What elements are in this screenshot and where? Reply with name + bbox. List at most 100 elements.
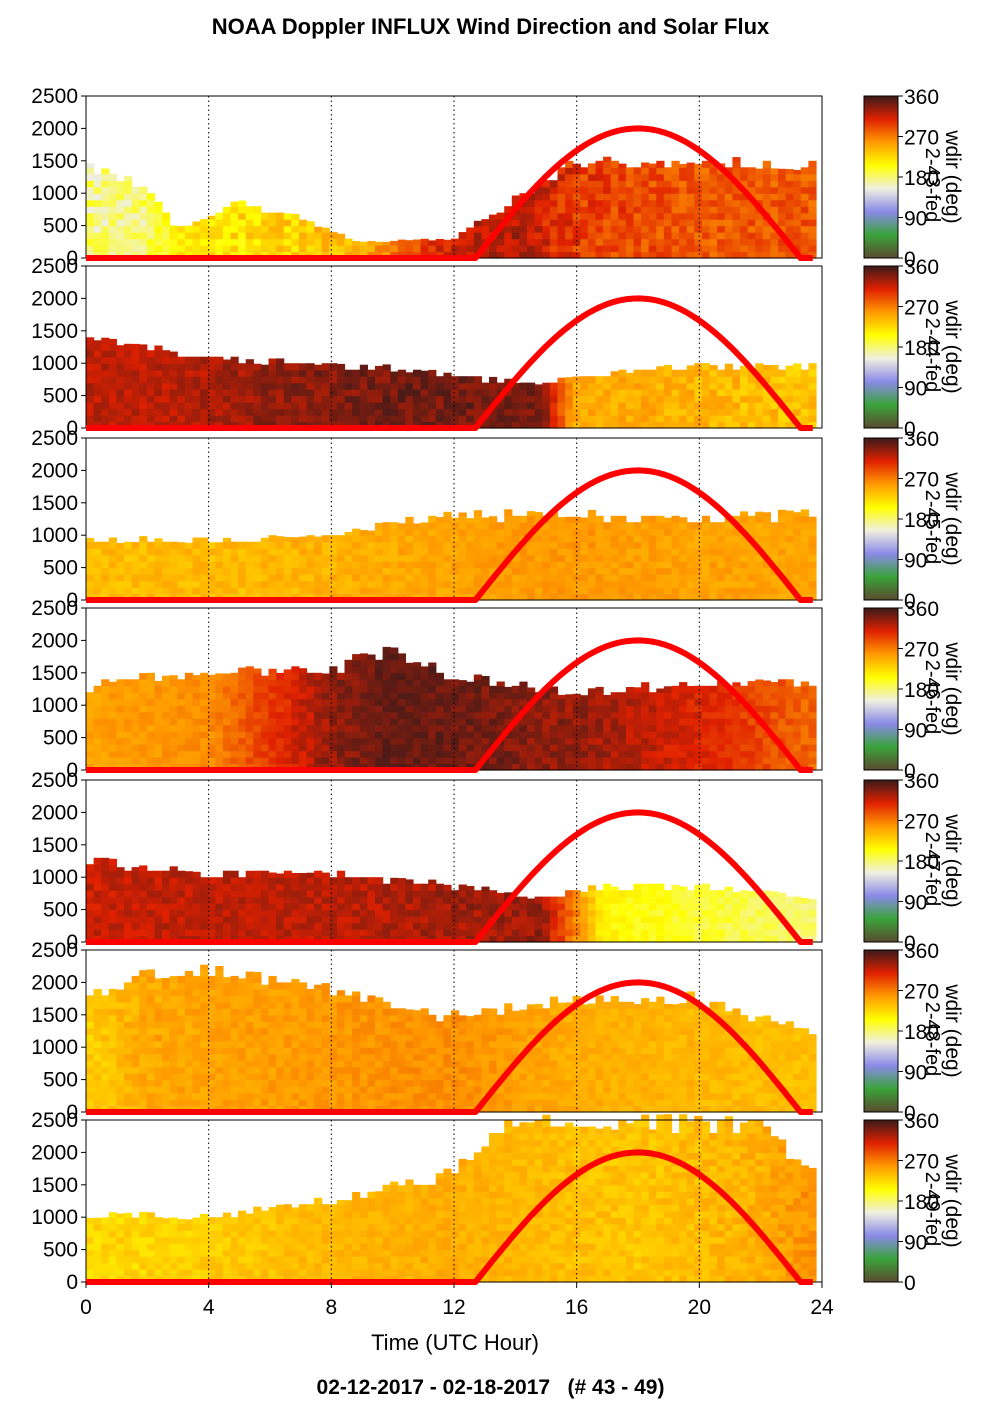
heatmap-cell [717, 554, 726, 562]
heatmap-cell [641, 561, 650, 569]
heatmap-cell [778, 376, 787, 384]
heatmap-cell [549, 415, 559, 423]
heatmap-cell [139, 536, 148, 543]
heatmap-cell [215, 567, 224, 575]
heatmap-cell [139, 369, 148, 377]
heatmap-cell [610, 515, 619, 523]
heatmap-cell [93, 711, 102, 719]
heatmap-cell [291, 541, 300, 549]
heatmap-cell [641, 206, 650, 214]
heatmap-cell [184, 692, 194, 700]
heatmap-cell [648, 724, 657, 732]
heatmap-cell [245, 382, 254, 390]
heatmap-cell [314, 705, 323, 713]
heatmap-cell [724, 548, 733, 556]
heatmap-cell [375, 883, 384, 891]
heatmap-cell [375, 574, 384, 582]
heatmap-cell [215, 580, 224, 588]
heatmap-cell [755, 587, 764, 595]
heatmap-cell [200, 363, 209, 371]
heatmap-cell [298, 737, 308, 745]
heatmap-cell [701, 528, 711, 536]
heatmap-cell [314, 903, 323, 911]
heatmap-cell [633, 705, 642, 713]
heatmap-cell [770, 193, 779, 201]
heatmap-cell [633, 731, 642, 739]
heatmap-cell [458, 580, 467, 588]
heatmap-cell [663, 199, 673, 207]
heatmap-cell [808, 685, 817, 693]
heatmap-cell [420, 666, 429, 674]
heatmap-cell [306, 705, 315, 713]
heatmap-cell [625, 757, 635, 765]
heatmap-cell [785, 376, 794, 384]
heatmap-cell [390, 402, 399, 410]
heatmap-cell [116, 389, 125, 397]
heatmap-cell [146, 718, 155, 726]
heatmap-cell [245, 883, 254, 891]
heatmap-cell [473, 737, 482, 745]
heatmap-cell [580, 421, 589, 429]
heatmap-cell [413, 662, 422, 667]
heatmap-cell [770, 705, 779, 713]
heatmap-cell [648, 186, 657, 194]
heatmap-cell [329, 909, 338, 917]
heatmap-cell [580, 724, 589, 732]
heatmap-cell [124, 186, 133, 194]
colorbar-tick-label: 360 [904, 598, 939, 621]
heatmap-cell [245, 561, 254, 569]
heatmap-cell [86, 541, 95, 549]
heatmap-cell [633, 180, 642, 188]
heatmap-cell [701, 750, 711, 758]
heatmap-cell [428, 574, 437, 582]
heatmap-cell [656, 567, 665, 575]
heatmap-cell [732, 402, 741, 410]
heatmap-cell [336, 548, 346, 556]
heatmap-cell [656, 232, 665, 240]
heatmap-cell [717, 193, 726, 201]
heatmap-cell [375, 365, 384, 371]
heatmap-cell [298, 896, 308, 904]
heatmap-cell [268, 376, 277, 384]
heatmap-cell [641, 744, 650, 752]
heatmap-cell [527, 245, 536, 253]
heatmap-cell [717, 415, 726, 423]
heatmap-cell [124, 219, 133, 227]
heatmap-cell [671, 750, 680, 758]
heatmap-cell [793, 737, 802, 745]
heatmap-cell [527, 763, 536, 771]
heatmap-cell [101, 363, 110, 371]
heatmap-cell [131, 757, 140, 765]
y-tick-label: 1000 [31, 694, 78, 717]
heatmap-cell [679, 711, 688, 719]
heatmap-cell [663, 376, 673, 384]
heatmap-cell [466, 744, 475, 752]
heatmap-cell [184, 574, 194, 582]
heatmap-cell [169, 705, 178, 713]
heatmap-cell [451, 415, 460, 423]
heatmap-cell [542, 705, 551, 713]
heatmap-cell [222, 903, 232, 911]
heatmap-cell [565, 415, 574, 423]
heatmap-cell [451, 567, 460, 575]
heatmap-cell [808, 528, 817, 536]
heatmap-cell [565, 180, 574, 188]
heatmap-cell [238, 206, 247, 214]
heatmap-cell [260, 744, 270, 752]
heatmap-cell [686, 421, 695, 429]
heatmap-cell [549, 554, 559, 562]
heatmap-cell [352, 574, 361, 582]
heatmap-cell [367, 685, 376, 693]
heatmap-cell [390, 929, 399, 937]
heatmap-cell [116, 867, 125, 872]
heatmap-cell [504, 509, 513, 517]
heatmap-cell [375, 718, 384, 726]
heatmap-cell [534, 750, 543, 758]
heatmap-cell [762, 206, 771, 214]
heatmap-cell [527, 389, 536, 397]
heatmap-cell [443, 415, 452, 423]
heatmap-cell [177, 232, 186, 240]
heatmap-cell [276, 402, 285, 410]
heatmap-cell [580, 705, 589, 713]
